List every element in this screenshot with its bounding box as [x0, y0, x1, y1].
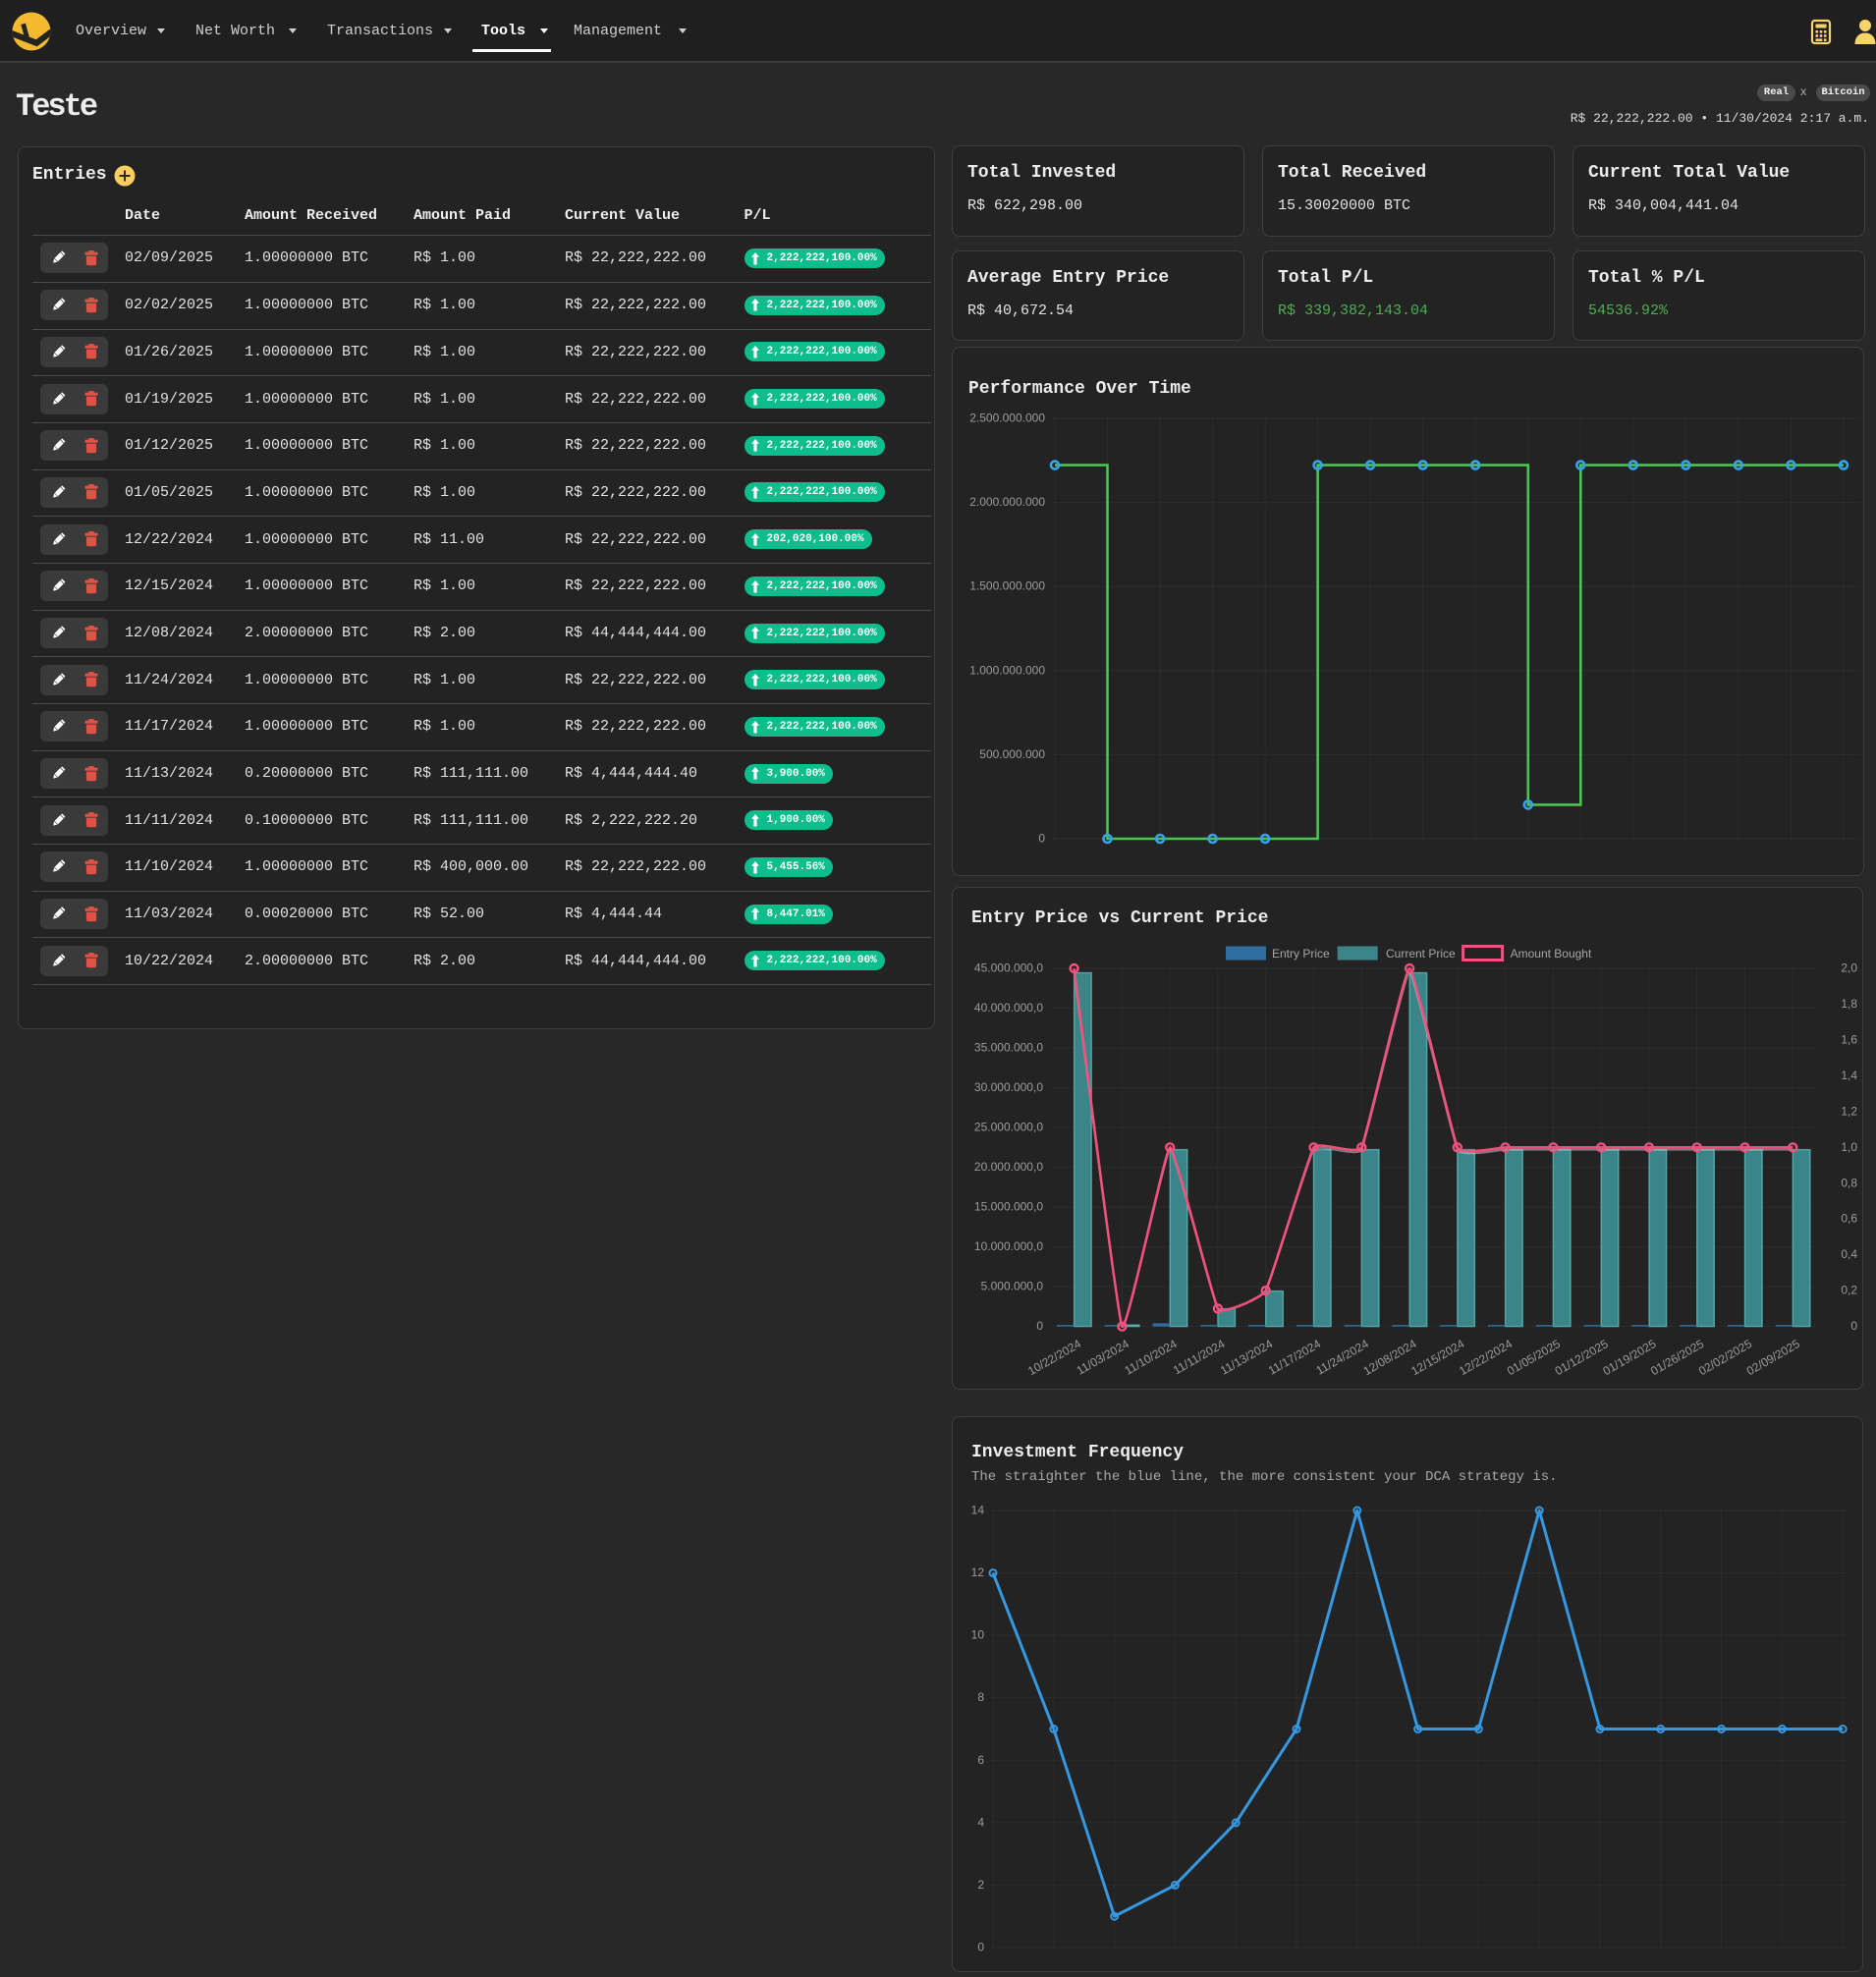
svg-text:15.000.000,0: 15.000.000,0: [974, 1200, 1043, 1214]
svg-text:12: 12: [971, 1565, 985, 1579]
svg-text:10: 10: [971, 1628, 985, 1642]
svg-text:1,8: 1,8: [1841, 997, 1857, 1011]
svg-text:1.500.000.000: 1.500.000.000: [969, 579, 1045, 593]
svg-text:1,2: 1,2: [1841, 1104, 1857, 1118]
svg-text:01/12/2025: 01/12/2025: [1553, 1337, 1611, 1378]
svg-text:1,6: 1,6: [1841, 1032, 1857, 1046]
svg-text:2.500.000.000: 2.500.000.000: [969, 412, 1045, 425]
svg-text:Entry Price: Entry Price: [1272, 947, 1330, 961]
svg-text:01/05/2025: 01/05/2025: [1505, 1337, 1563, 1378]
svg-text:35.000.000,0: 35.000.000,0: [974, 1041, 1043, 1055]
svg-text:1,0: 1,0: [1841, 1140, 1857, 1154]
svg-text:20.000.000,0: 20.000.000,0: [974, 1160, 1043, 1174]
svg-text:01/19/2025: 01/19/2025: [1600, 1337, 1658, 1378]
svg-text:11/11/2024: 11/11/2024: [1171, 1337, 1228, 1377]
svg-text:500.000.000: 500.000.000: [979, 747, 1045, 761]
svg-text:0,6: 0,6: [1841, 1212, 1857, 1226]
svg-text:40.000.000,0: 40.000.000,0: [974, 1001, 1043, 1015]
svg-text:Current Price: Current Price: [1386, 947, 1456, 961]
svg-text:10.000.000,0: 10.000.000,0: [974, 1239, 1043, 1253]
svg-text:0,4: 0,4: [1841, 1247, 1857, 1261]
svg-text:2,0: 2,0: [1841, 961, 1857, 975]
svg-text:11/03/2024: 11/03/2024: [1075, 1337, 1132, 1378]
svg-text:0: 0: [1850, 1319, 1857, 1333]
svg-text:1.000.000.000: 1.000.000.000: [969, 663, 1045, 677]
svg-text:6: 6: [977, 1753, 984, 1767]
svg-text:14: 14: [971, 1504, 985, 1517]
svg-text:2: 2: [977, 1878, 984, 1892]
svg-text:12/15/2024: 12/15/2024: [1408, 1337, 1466, 1378]
svg-text:0,8: 0,8: [1841, 1176, 1857, 1189]
svg-text:11/13/2024: 11/13/2024: [1218, 1337, 1276, 1378]
svg-text:8: 8: [977, 1690, 984, 1704]
svg-text:1,4: 1,4: [1841, 1069, 1857, 1082]
svg-text:0: 0: [1036, 1319, 1043, 1333]
svg-text:10/22/2024: 10/22/2024: [1025, 1337, 1083, 1378]
svg-text:01/26/2025: 01/26/2025: [1648, 1337, 1706, 1378]
svg-text:11/10/2024: 11/10/2024: [1122, 1337, 1180, 1378]
svg-text:12/08/2024: 12/08/2024: [1361, 1337, 1419, 1378]
svg-text:11/17/2024: 11/17/2024: [1266, 1337, 1324, 1378]
svg-text:4: 4: [977, 1815, 984, 1829]
svg-text:2.000.000.000: 2.000.000.000: [969, 495, 1045, 509]
svg-text:0: 0: [977, 1941, 984, 1954]
svg-text:12/22/2024: 12/22/2024: [1457, 1337, 1515, 1378]
svg-text:0: 0: [1038, 832, 1045, 846]
svg-text:11/24/2024: 11/24/2024: [1314, 1337, 1372, 1378]
svg-text:Amount Bought: Amount Bought: [1511, 947, 1592, 961]
svg-text:45.000.000,0: 45.000.000,0: [974, 961, 1043, 975]
svg-text:0,2: 0,2: [1841, 1284, 1857, 1297]
svg-text:5.000.000,0: 5.000.000,0: [981, 1280, 1044, 1293]
svg-text:25.000.000,0: 25.000.000,0: [974, 1121, 1043, 1134]
svg-text:30.000.000,0: 30.000.000,0: [974, 1080, 1043, 1094]
svg-text:02/02/2025: 02/02/2025: [1696, 1337, 1754, 1378]
svg-text:02/09/2025: 02/09/2025: [1744, 1337, 1802, 1378]
